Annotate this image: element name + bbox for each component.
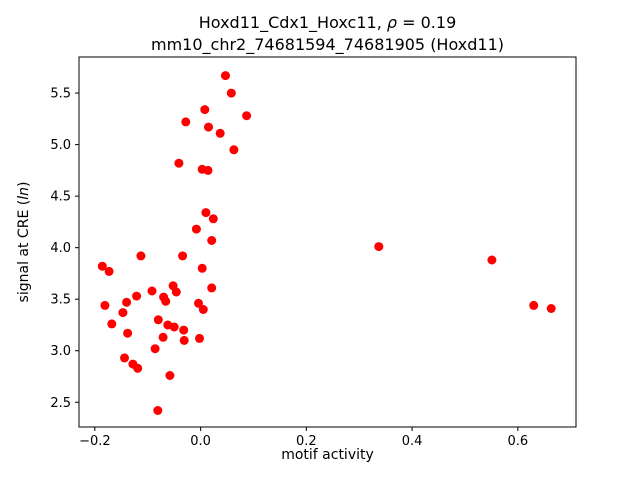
data-point — [174, 158, 184, 168]
y-tick-label: 2.5 — [50, 396, 71, 411]
data-point — [546, 304, 556, 313]
data-point — [201, 208, 211, 218]
data-point — [195, 333, 204, 343]
data-point — [181, 117, 191, 127]
data-point — [171, 287, 181, 297]
data-point — [100, 300, 110, 310]
data-point — [374, 242, 384, 252]
data-point — [204, 122, 213, 132]
data-point — [197, 263, 207, 273]
chart-title: Hoxd11_Cdx1_Hoxc11, ρ = 0.19 mm10_chr2_7… — [79, 12, 576, 56]
title-text-suffix: = 0.19 — [397, 13, 457, 32]
x-tick-label: 0.6 — [507, 434, 528, 449]
data-point — [158, 332, 168, 342]
data-point — [147, 286, 157, 296]
data-point — [191, 224, 201, 234]
data-point — [529, 300, 539, 310]
data-point — [242, 111, 252, 121]
data-point — [179, 335, 189, 345]
data-point — [200, 105, 210, 115]
data-point — [226, 88, 236, 98]
data-point — [118, 308, 128, 318]
data-point — [221, 71, 230, 81]
y-tick-label: 4.5 — [50, 190, 71, 205]
data-point — [104, 266, 114, 276]
chart-title-line2: mm10_chr2_74681594_74681905 (Hoxd11) — [151, 35, 504, 54]
data-point — [97, 261, 107, 271]
x-tick-label: 0.0 — [190, 434, 211, 449]
data-point — [207, 283, 217, 293]
data-point — [132, 291, 142, 301]
data-point — [150, 344, 160, 354]
data-point — [178, 251, 188, 261]
x-tick-label: 0.4 — [402, 434, 423, 449]
y-tick-label: 3.0 — [50, 344, 71, 359]
rho-symbol: ρ — [386, 13, 398, 32]
data-point — [198, 305, 208, 314]
data-point — [161, 296, 171, 306]
x-tick-label: −0.2 — [79, 434, 111, 449]
data-point — [487, 255, 497, 265]
data-point — [120, 353, 129, 363]
y-axis-label-text: signal at CRE (ln) — [16, 181, 32, 303]
data-point — [107, 319, 117, 329]
title-text-prefix: Hoxd11_Cdx1_Hoxc11, — [198, 13, 387, 32]
axes-spines — [78, 56, 577, 428]
data-point — [215, 128, 225, 138]
y-tick-label: 4.0 — [50, 241, 71, 256]
y-tick-label: 5.5 — [50, 87, 71, 102]
y-tick-label: 5.0 — [50, 138, 71, 153]
data-point — [229, 145, 239, 155]
data-point — [165, 371, 175, 380]
x-axis-label: motif activity — [281, 447, 374, 463]
data-point — [179, 325, 189, 335]
data-point — [208, 214, 218, 224]
data-point — [136, 251, 146, 261]
data-point — [207, 236, 217, 245]
data-point — [122, 297, 132, 307]
data-point — [153, 315, 163, 325]
data-point — [133, 363, 143, 373]
data-point — [194, 298, 203, 308]
data-point — [169, 322, 179, 332]
data-point — [203, 165, 213, 175]
data-point — [123, 328, 133, 338]
data-point — [153, 406, 163, 415]
chart-title-line1: Hoxd11_Cdx1_Hoxc11, ρ = 0.19 — [79, 12, 576, 34]
y-tick-label: 3.5 — [50, 293, 71, 308]
x-tick-label: 0.2 — [296, 434, 317, 449]
